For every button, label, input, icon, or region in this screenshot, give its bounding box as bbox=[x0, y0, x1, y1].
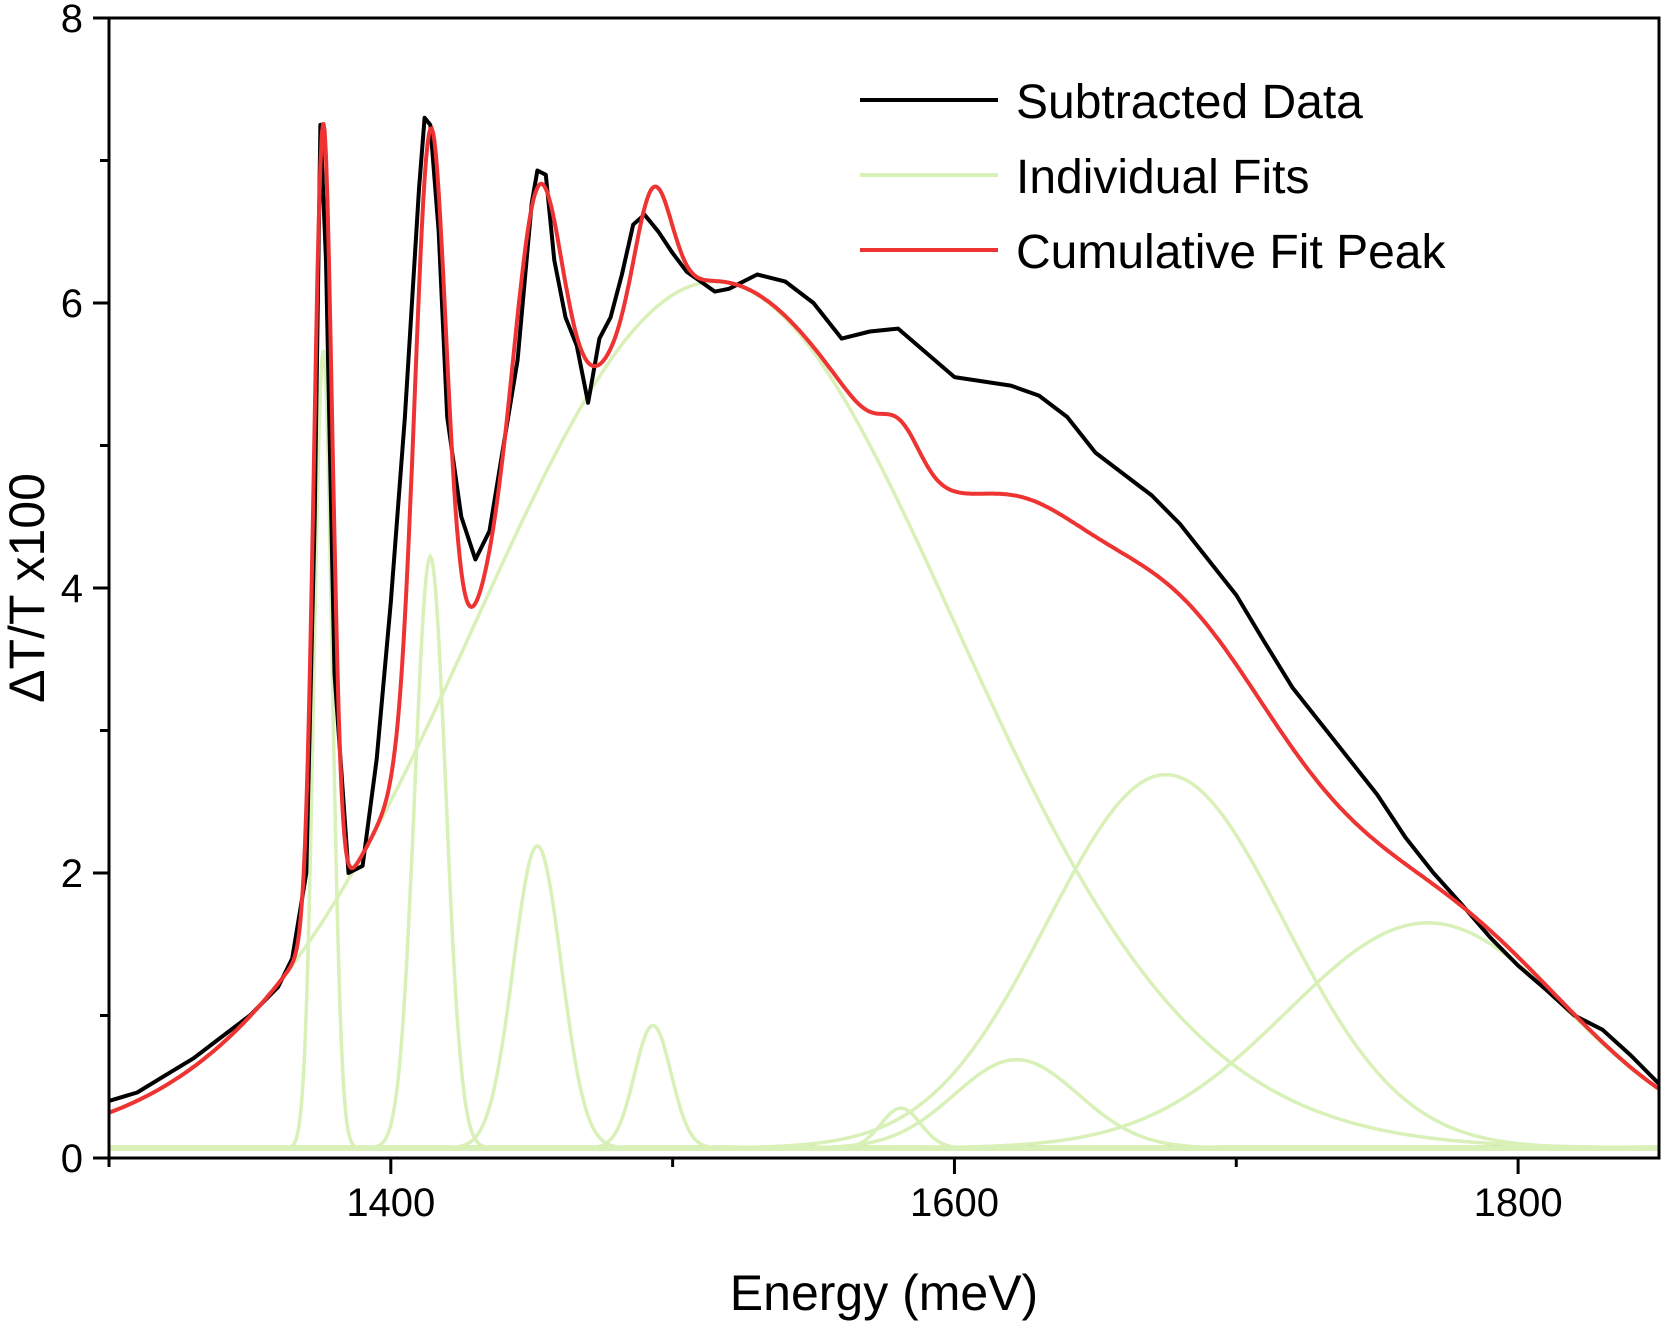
legend: Subtracted Data Individual Fits Cumulati… bbox=[860, 76, 1446, 279]
cumulative-fit-line bbox=[109, 122, 1659, 1115]
individual-fit-line-9 bbox=[109, 921, 1659, 1150]
y-tick-label-2: 2 bbox=[61, 852, 83, 896]
x-tick-label-1400: 1400 bbox=[346, 1181, 435, 1225]
legend-label-individual-fits: Individual Fits bbox=[1016, 151, 1309, 204]
y-tick-label-0: 0 bbox=[61, 1137, 83, 1181]
legend-label-subtracted-data: Subtracted Data bbox=[1016, 76, 1363, 129]
x-tick-label-1600: 1600 bbox=[910, 1181, 999, 1225]
y-axis-title: ΔT/T x100 bbox=[0, 473, 55, 703]
plot-area bbox=[109, 115, 1659, 1151]
legend-label-cumulative-fit: Cumulative Fit Peak bbox=[1016, 226, 1446, 279]
x-tick-label-1800: 1800 bbox=[1474, 1181, 1563, 1225]
plot-frame bbox=[107, 16, 1661, 1160]
individual-fit-line-8 bbox=[109, 772, 1659, 1150]
y-tick-label-8: 8 bbox=[61, 0, 83, 41]
y-tick-label-4: 4 bbox=[61, 567, 83, 611]
axes-layer: 1400 1600 1800 0 2 4 6 8 bbox=[61, 0, 1563, 1225]
y-tick-label-6: 6 bbox=[61, 282, 83, 326]
plot-layer bbox=[109, 115, 1659, 1151]
x-axis-title: Energy (meV) bbox=[730, 1265, 1038, 1321]
